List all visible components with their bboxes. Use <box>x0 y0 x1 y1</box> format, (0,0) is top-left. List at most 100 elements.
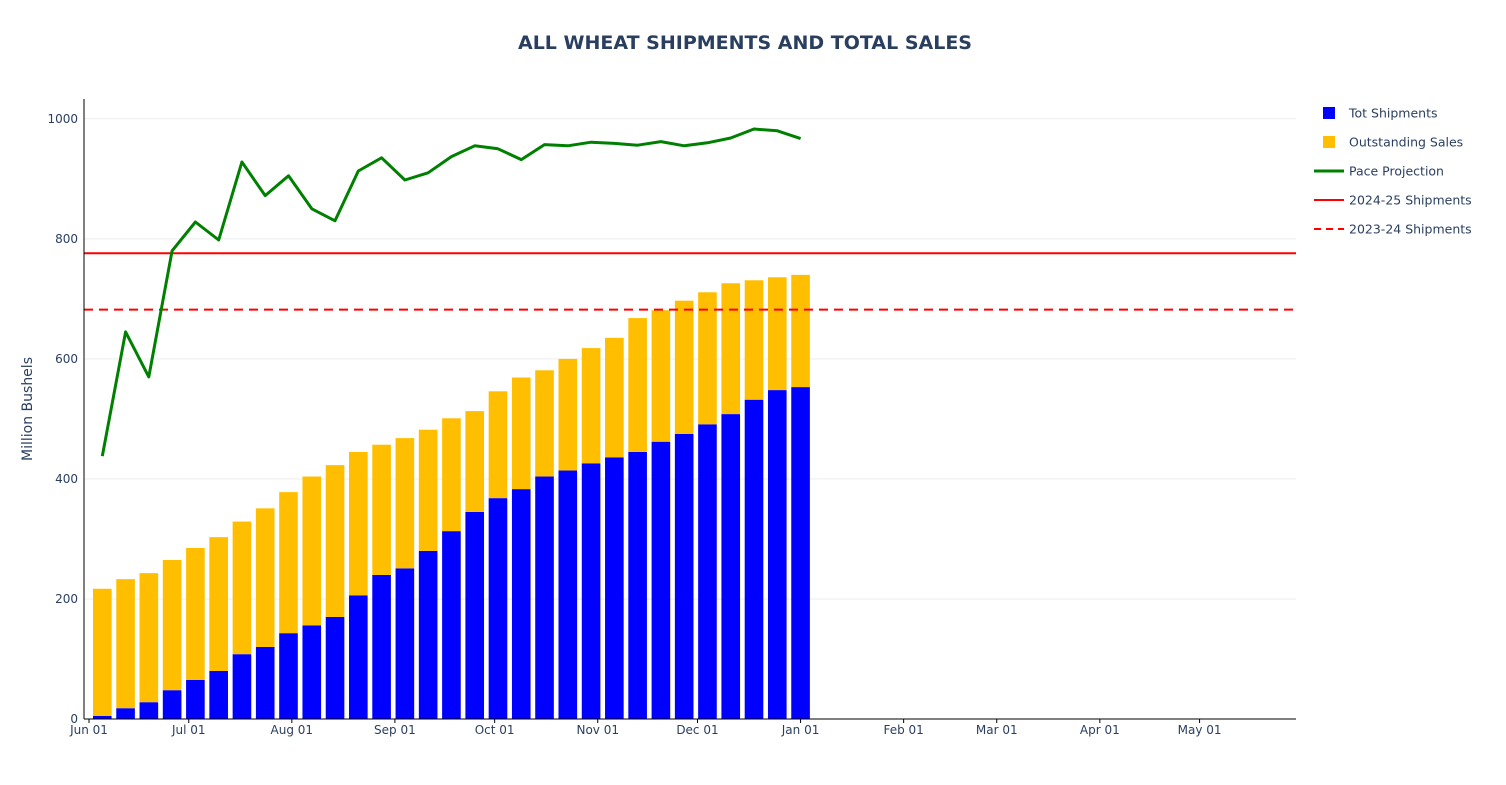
bar-outstanding-1 <box>116 579 135 709</box>
legend-item-2[interactable]: Pace Projection <box>1314 164 1444 179</box>
legend-label-1: Outstanding Sales <box>1349 135 1463 150</box>
bar-shipments-14 <box>418 550 438 719</box>
bar-shipments-4 <box>186 679 205 719</box>
bar-outstanding-15 <box>442 418 461 532</box>
y-tick-label-600: 600 <box>55 352 78 366</box>
legend-label-2: Pace Projection <box>1349 164 1444 179</box>
legend-swatch-0 <box>1323 107 1335 119</box>
axes: 0 200 400 600 800 1000 Jun 01 Jul 01 Aug 01 Sep 0… <box>47 99 1296 737</box>
x-tick-label-5: Nov 01 <box>576 723 619 737</box>
bar-outstanding-3 <box>162 559 182 691</box>
x-tick-label-1: Jul 01 <box>171 723 206 737</box>
y-tick-label-200: 200 <box>55 592 78 606</box>
bar-shipments-8 <box>279 633 298 719</box>
chart-title: ALL WHEAT SHIPMENTS AND TOTAL SALES <box>518 32 972 54</box>
bar-shipments-22 <box>605 457 624 719</box>
bar-shipments-26 <box>698 424 717 719</box>
bar-outstanding-8 <box>279 492 298 634</box>
bar-outstanding-28 <box>744 280 764 400</box>
bar-shipments-3 <box>162 690 182 719</box>
x-tick-label-11: May 01 <box>1178 723 1222 737</box>
legend-item-3[interactable]: 2024-25 Shipments <box>1314 193 1472 208</box>
bar-outstanding-22 <box>605 337 624 458</box>
x-tick-label-7: Jan 01 <box>781 723 820 737</box>
y-tick-label-1000: 1000 <box>47 112 78 126</box>
bar-shipments-7 <box>255 646 275 719</box>
y-tick-label-0: 0 <box>70 712 78 726</box>
bar-shipments-24 <box>651 441 671 719</box>
bar-shipments-27 <box>721 414 741 719</box>
reference-lines <box>84 252 1296 311</box>
y-axis-label: Million Bushels <box>20 357 36 461</box>
legend-item-0[interactable]: Tot Shipments <box>1323 106 1438 121</box>
bar-outstanding-21 <box>581 348 601 464</box>
bar-outstanding-24 <box>651 310 671 442</box>
bar-shipments-2 <box>139 702 159 719</box>
bar-outstanding-27 <box>721 283 741 415</box>
bar-outstanding-17 <box>488 391 508 499</box>
x-tick-label-4: Oct 01 <box>475 723 515 737</box>
bar-shipments-9 <box>302 625 322 719</box>
y-tick-label-800: 800 <box>55 232 78 246</box>
bar-outstanding-29 <box>767 277 787 391</box>
legend[interactable]: Tot Shipments Outstanding Sales Pace Proje… <box>1314 106 1472 237</box>
legend-swatch-1 <box>1323 136 1335 148</box>
bar-outstanding-13 <box>395 438 415 569</box>
bar-outstanding-0 <box>92 588 112 716</box>
bar-shipments-30 <box>791 387 810 719</box>
bar-shipments-13 <box>395 568 415 719</box>
bar-outstanding-10 <box>325 465 345 617</box>
bars <box>92 274 810 719</box>
x-tick-label-3: Sep 01 <box>374 723 416 737</box>
bar-shipments-16 <box>465 511 485 719</box>
bar-outstanding-5 <box>209 537 228 671</box>
legend-item-1[interactable]: Outstanding Sales <box>1323 135 1463 150</box>
pace-line <box>100 127 802 457</box>
x-tick-label-9: Mar 01 <box>976 723 1018 737</box>
y-tick-label-400: 400 <box>55 472 78 486</box>
bar-shipments-0 <box>92 715 112 719</box>
bar-shipments-6 <box>232 654 252 719</box>
bar-shipments-19 <box>535 476 554 719</box>
legend-label-4: 2023-24 Shipments <box>1349 222 1472 237</box>
bar-shipments-15 <box>442 531 461 719</box>
x-tick-label-0: Jun 01 <box>69 723 108 737</box>
bar-shipments-23 <box>628 451 647 719</box>
pace-projection-line <box>100 127 802 457</box>
legend-label-0: Tot Shipments <box>1348 106 1438 121</box>
bar-shipments-5 <box>209 670 228 719</box>
bar-shipments-1 <box>116 708 135 719</box>
bar-outstanding-9 <box>302 476 322 626</box>
bar-outstanding-14 <box>418 429 438 551</box>
x-tick-label-8: Feb 01 <box>883 723 923 737</box>
bar-shipments-29 <box>767 390 787 719</box>
legend-label-3: 2024-25 Shipments <box>1349 193 1472 208</box>
bar-shipments-28 <box>744 399 764 719</box>
bar-shipments-12 <box>372 574 391 719</box>
bar-outstanding-12 <box>372 444 391 575</box>
x-tick-label-2: Aug 01 <box>271 723 314 737</box>
bar-outstanding-4 <box>186 547 205 680</box>
bar-shipments-11 <box>349 595 368 719</box>
bar-outstanding-16 <box>465 411 485 512</box>
legend-item-4[interactable]: 2023-24 Shipments <box>1314 222 1472 237</box>
bar-outstanding-7 <box>255 508 275 647</box>
bar-outstanding-25 <box>674 300 694 434</box>
bar-outstanding-19 <box>535 370 554 477</box>
bar-outstanding-30 <box>791 274 810 388</box>
bar-outstanding-6 <box>232 521 252 655</box>
bar-shipments-25 <box>674 433 694 719</box>
bar-shipments-20 <box>558 470 578 719</box>
x-tick-label-10: Apr 01 <box>1080 723 1120 737</box>
bar-outstanding-20 <box>558 358 578 471</box>
bar-outstanding-18 <box>511 377 531 490</box>
bar-outstanding-11 <box>349 451 368 596</box>
x-tick-label-6: Dec 01 <box>676 723 718 737</box>
bar-shipments-21 <box>581 463 601 719</box>
bar-outstanding-2 <box>139 573 159 703</box>
bar-shipments-10 <box>325 616 345 719</box>
bar-shipments-17 <box>488 498 508 719</box>
bar-outstanding-23 <box>628 318 647 452</box>
bar-shipments-18 <box>511 489 531 719</box>
